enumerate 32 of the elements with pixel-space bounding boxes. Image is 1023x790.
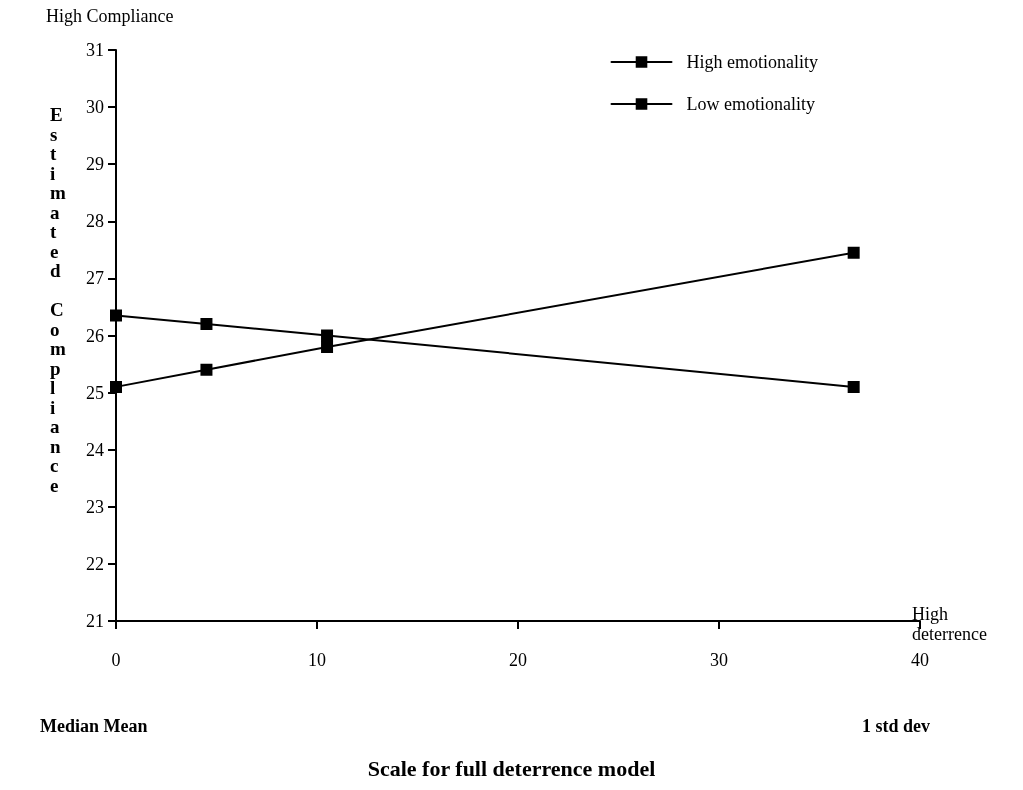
point bbox=[321, 340, 334, 353]
point bbox=[200, 318, 213, 331]
y-tick-label: 24 bbox=[86, 439, 104, 460]
y-tick-label: 29 bbox=[86, 154, 104, 175]
legend-label: Low emotionality bbox=[686, 94, 815, 114]
y-tick-label: 23 bbox=[86, 496, 104, 517]
text: Estimated Compliance bbox=[50, 104, 66, 496]
text: Median Mean bbox=[40, 716, 148, 736]
point bbox=[847, 380, 860, 393]
y-tick-label: 26 bbox=[86, 325, 104, 346]
y-tick-label: 21 bbox=[86, 611, 104, 631]
point bbox=[110, 309, 122, 322]
point bbox=[321, 329, 334, 342]
text: 1 std dev bbox=[862, 716, 931, 736]
point bbox=[847, 246, 860, 259]
legend-label: High emotionality bbox=[686, 52, 818, 72]
y-tick-label: 28 bbox=[86, 211, 104, 232]
text: High Compliance bbox=[46, 6, 174, 26]
annotation: High deterrence bbox=[912, 604, 987, 644]
point bbox=[200, 363, 213, 376]
x-tick-label: 40 bbox=[911, 650, 929, 670]
y-tick-label: 22 bbox=[86, 553, 104, 574]
y-tick-label: 31 bbox=[86, 40, 104, 60]
x-axis-title: Scale for full deterrence model bbox=[367, 755, 656, 781]
y-tick-label: 30 bbox=[86, 97, 104, 118]
x-tick-label: 20 bbox=[509, 650, 527, 670]
x-tick-label: 30 bbox=[710, 650, 728, 670]
point bbox=[110, 380, 122, 393]
x-tick-label: 10 bbox=[308, 650, 326, 670]
x-tick-label: 0 bbox=[111, 650, 121, 670]
y-tick-label: 25 bbox=[86, 382, 104, 403]
y-tick-label: 27 bbox=[86, 268, 104, 289]
